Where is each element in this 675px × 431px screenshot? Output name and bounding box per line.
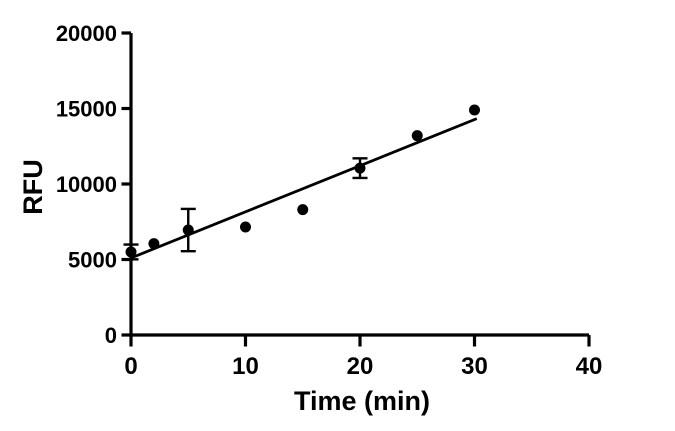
- y-tick-label: 20000: [56, 21, 117, 46]
- data-point: [469, 104, 480, 116]
- data-point: [297, 204, 309, 216]
- x-tick-label: 30: [461, 353, 488, 380]
- data-point: [125, 246, 137, 258]
- x-tick-label: 40: [576, 353, 603, 380]
- axis-spine: [129, 33, 589, 337]
- x-axis-title: Time (min): [294, 386, 430, 416]
- y-tick-label: 5000: [68, 248, 117, 273]
- axes-layer: 0 5000 10000 15000 20000 0 10 20 30 40: [56, 21, 603, 380]
- fit-line: [130, 117, 478, 260]
- y-tick-label: 10000: [56, 172, 117, 197]
- data-point: [411, 130, 423, 142]
- data-point: [354, 162, 366, 174]
- data-point: [240, 221, 251, 233]
- data-point: [148, 238, 160, 250]
- y-tick-label: 0: [105, 323, 117, 348]
- x-tick-label: 0: [124, 353, 137, 380]
- series-layer: [123, 104, 480, 261]
- x-tick-label: 20: [347, 353, 374, 380]
- y-axis-title: RFU: [18, 159, 48, 215]
- y-tick-label: 15000: [56, 97, 117, 122]
- data-point: [182, 224, 194, 236]
- x-tick-label: 10: [232, 353, 259, 380]
